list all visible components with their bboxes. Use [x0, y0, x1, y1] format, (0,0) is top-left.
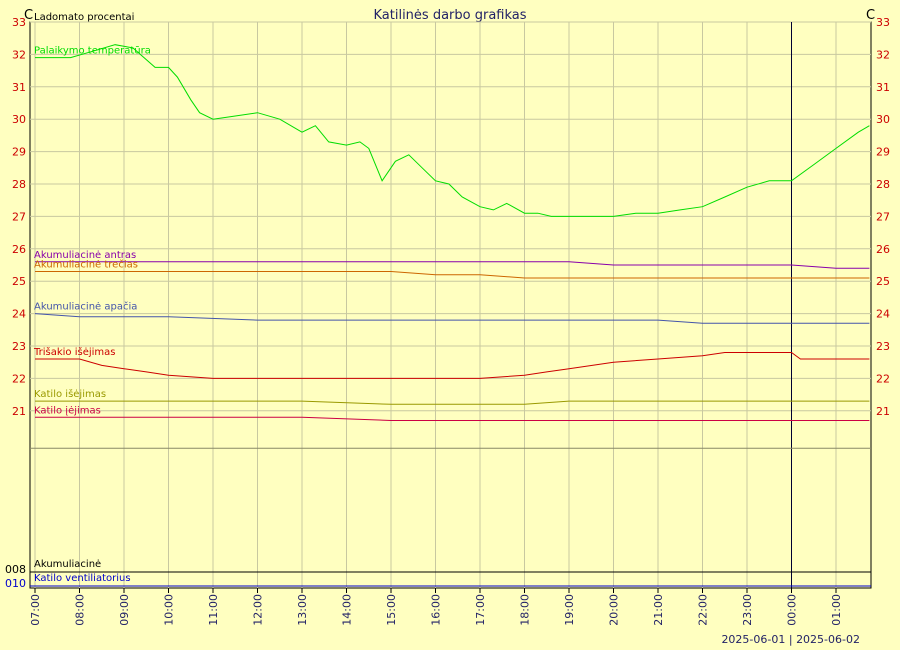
percent-label: Ladomato procentai	[34, 12, 134, 23]
series-label: Katilo įėjimas	[34, 405, 101, 416]
series-label: Akumuliacinė apačia	[34, 301, 137, 313]
unit-left-label: C	[24, 8, 33, 23]
y-tick-label-right: 27	[876, 210, 890, 223]
y-tick-label-right: 30	[876, 113, 890, 126]
x-tick-label: 21:00	[652, 594, 665, 626]
x-tick-label: 10:00	[163, 594, 176, 626]
x-tick-label: 14:00	[341, 594, 354, 626]
y-tick-label-left: 33	[12, 16, 26, 29]
unit-right-label: C	[866, 8, 875, 23]
bottom-series-value: 008	[5, 563, 26, 576]
series-line	[35, 261, 870, 269]
y-tick-label-left: 27	[12, 210, 26, 223]
y-tick-label-right: 26	[876, 243, 890, 256]
y-tick-label-left: 30	[12, 113, 26, 126]
y-tick-label-right: 33	[876, 16, 890, 29]
y-tick-label-left: 22	[12, 372, 26, 385]
y-tick-label-right: 23	[876, 340, 890, 353]
series-line	[35, 400, 870, 405]
x-tick-label: 20:00	[608, 594, 621, 626]
y-tick-label-left: 32	[12, 48, 26, 61]
y-tick-label-left: 28	[12, 178, 26, 191]
series-label: Palaikymo temperatūra	[34, 46, 151, 57]
x-tick-label: 11:00	[207, 594, 220, 626]
y-tick-label-right: 29	[876, 146, 890, 159]
x-tick-label: 16:00	[430, 594, 443, 626]
y-tick-label-right: 22	[876, 372, 890, 385]
y-tick-label-right: 25	[876, 275, 890, 288]
bottom-series-label: Akumuliacinė	[34, 559, 101, 570]
series-label: Akumuliacinė antras	[34, 250, 136, 261]
series-line	[35, 271, 870, 279]
x-tick-label: 13:00	[296, 594, 309, 626]
x-tick-label: 07:00	[29, 594, 42, 626]
y-tick-label-left: 25	[12, 275, 26, 288]
x-tick-label: 09:00	[118, 594, 131, 626]
x-tick-label: 12:00	[252, 594, 265, 626]
bottom-series-value: 010	[5, 577, 26, 590]
y-tick-label-left: 21	[12, 405, 26, 418]
series-label: Trišakio išėjimas	[33, 346, 116, 358]
x-tick-label: 18:00	[519, 594, 532, 626]
x-tick-label: 01:00	[830, 594, 843, 626]
series-line	[34, 313, 870, 324]
series-line	[35, 352, 870, 379]
y-tick-label-left: 24	[12, 308, 26, 321]
y-tick-label-right: 31	[876, 81, 890, 94]
series-label: Katilo išėjimas	[34, 388, 106, 400]
x-tick-label: 17:00	[474, 594, 487, 626]
y-tick-label-right: 21	[876, 405, 890, 418]
series-line	[35, 416, 870, 421]
series-label: Akumuliacinė trečias	[34, 258, 138, 270]
x-tick-label: 19:00	[563, 594, 576, 626]
x-tick-label: 15:00	[385, 594, 398, 626]
y-tick-label-right: 32	[876, 48, 890, 61]
series-line	[35, 44, 870, 217]
y-tick-label-left: 26	[12, 243, 26, 256]
y-tick-label-right: 28	[876, 178, 890, 191]
x-tick-label: 08:00	[74, 594, 87, 626]
x-tick-label: 23:00	[741, 594, 754, 626]
x-tick-label: 22:00	[697, 594, 710, 626]
bottom-series-label: Katilo ventiliatorius	[34, 573, 131, 584]
chart-title: Katilinės darbo grafikas	[373, 8, 526, 23]
plot-frame	[29, 21, 872, 589]
y-tick-label-left: 29	[12, 146, 26, 159]
x-tick-label: 00:00	[786, 594, 799, 626]
y-tick-label-left: 23	[12, 340, 26, 353]
date-label: 2025-06-01 | 2025-06-02	[721, 633, 860, 646]
plot-area: 21 21 22 22 23 23 24 24 25 25 26 26 27 27 28 28 29 29 30 30…	[5, 16, 890, 626]
y-tick-label-left: 31	[12, 81, 26, 94]
y-tick-label-right: 24	[876, 308, 890, 321]
